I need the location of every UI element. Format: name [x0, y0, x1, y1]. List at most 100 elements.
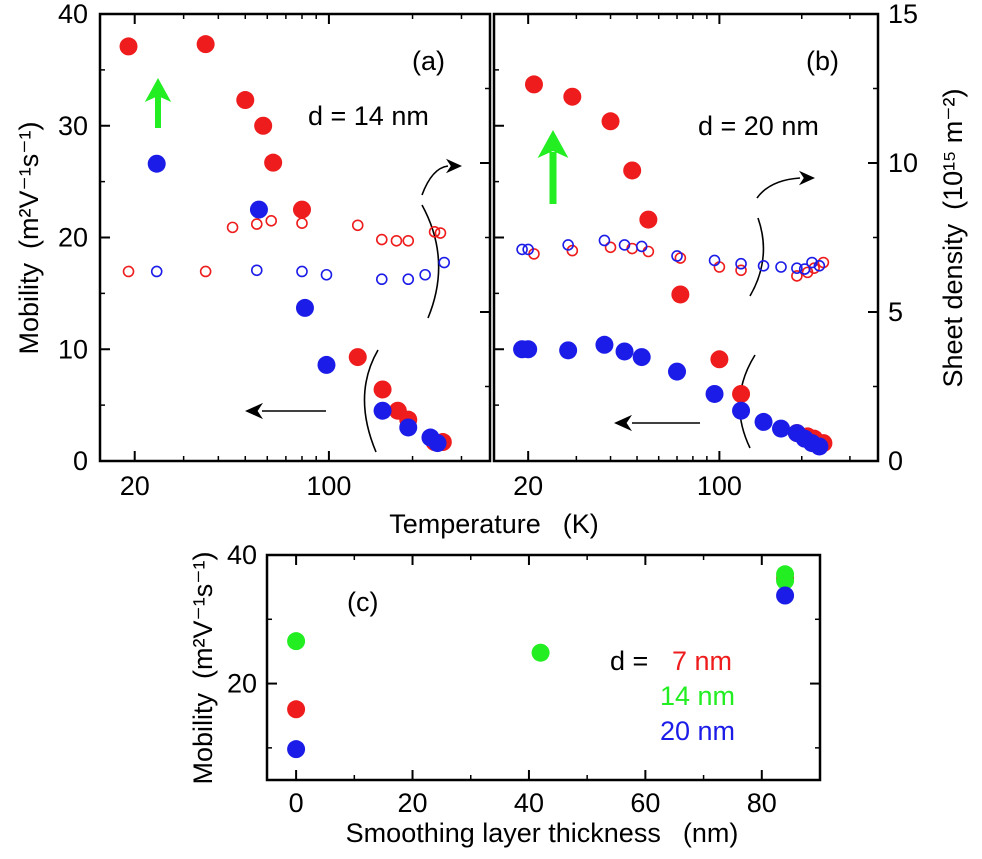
panel-b-sheet-density-blue-point	[813, 260, 826, 272]
panel-b-mobility-red-point	[623, 161, 642, 180]
panel-b-mobility-red-point	[563, 87, 582, 106]
panel-a-mobility-blue-point	[317, 355, 336, 374]
axes-layer: 20 100 20 100 0 10 20 30 40 0 5 10 15 0 20 40 60 80 20 40	[58, 0, 918, 818]
panel-a-sheet-density-blue-point	[419, 268, 431, 281]
panel-b-mobility-blue-point	[732, 401, 751, 420]
panel-b-left-arrow-head	[614, 414, 632, 432]
panel-a-annotation: d = 14 nm	[308, 101, 429, 131]
panel-b-sheet-density-blue-point	[798, 263, 811, 275]
panel-b-mobility-blue-point	[668, 362, 687, 381]
panel-b-mobility-blue-point	[559, 341, 578, 360]
panel-a-y-tick-label: 40	[58, 0, 88, 29]
panel-b-mobility-red-point	[601, 112, 620, 131]
panel-b-mobility-red-point	[671, 285, 690, 304]
panel-b-sheet-density-red-point	[642, 245, 655, 258]
panel-b-annotation: d = 20 nm	[698, 111, 819, 141]
panel-a-bracket-mobility	[363, 349, 379, 453]
panel-a-x-tick-label: 20	[120, 471, 150, 501]
panel-c-x-tick-label: 80	[747, 788, 777, 818]
panel-a-y-tick-label: 10	[58, 334, 88, 364]
panel-c-frame	[265, 553, 822, 782]
y-axis-title-mobility-c-text: Mobility	[188, 692, 218, 784]
panel-a-sheet-density-red-point	[390, 234, 403, 247]
panel-b-mobility-red-point	[639, 210, 658, 229]
panel-b-label: (b)	[806, 46, 839, 76]
panel-b-sheet-density-blue-point	[562, 239, 574, 251]
x-axis-title-temperature: Temperature (K)	[389, 509, 599, 539]
panel-a-y-tick-label: 20	[58, 223, 88, 253]
panel-b-green-arrow-head	[537, 130, 569, 158]
panel-b-sheet-density-red-point	[735, 264, 747, 277]
legend-entry-7nm: 7 nm	[672, 646, 732, 676]
panel-b-sheet-density-blue-point	[775, 261, 787, 273]
y-axis-title-mobility-units: (m²V⁻¹s⁻¹)	[14, 122, 44, 249]
panel-a-sheet-density-red-point	[402, 234, 415, 247]
panel-c-x-tick-label: 40	[514, 788, 544, 818]
y2-axis-title-units: (10¹⁵ m⁻²)	[938, 88, 968, 209]
y-axis-title-mobility-text: Mobility	[14, 262, 44, 354]
panel-a-sheet-density-red-point	[428, 226, 441, 238]
panel-b-mobility-blue-point	[705, 384, 724, 403]
panel-b-right-arrow-curve	[756, 177, 801, 199]
panel-a-mobility-red-point	[196, 35, 215, 54]
panel-b-sheet-density-blue-point	[618, 239, 631, 251]
panel-b-sheet-density-blue-point	[516, 243, 528, 256]
panel-b-sheet-density-blue-point	[522, 243, 534, 256]
panel-a-sheet-density-red-point	[296, 217, 308, 229]
panel-a-left-arrow-head	[245, 402, 263, 420]
panel-a-mobility-blue-point	[249, 200, 268, 219]
panel-a-green-arrow-head	[144, 78, 172, 102]
panel-a-mobility-blue-point	[399, 418, 418, 437]
panel-c-x-tick-label: 20	[398, 788, 428, 818]
panel-b-sheet-density-red-point	[604, 241, 617, 254]
panel-b-sheet-density-blue-point	[806, 256, 818, 269]
panel-a-sheet-density-red-point	[351, 219, 364, 232]
panel-c-14-nm-point	[776, 571, 795, 590]
y-axis-title-mobility-c-units: (m²V⁻¹s⁻¹)	[188, 552, 218, 679]
annotations-layer	[144, 78, 815, 453]
x-axis-title-temperature-units: (K)	[563, 509, 599, 539]
panel-c-label: (c)	[347, 587, 378, 617]
panel-b-mobility-blue-point	[632, 348, 651, 367]
panel-a-right-arrow-head	[446, 158, 462, 174]
panel-a-right-arrow-curve	[421, 165, 449, 196]
panel-a-x-tick-label: 100	[306, 471, 351, 501]
panel-b-mobility-blue-point	[754, 412, 773, 431]
y2-axis-title-text: Sheet density	[938, 223, 968, 387]
panel-b-mobility-red-point	[732, 384, 751, 403]
panel-b-y2-tick-label: 10	[888, 148, 918, 178]
y-axis-title-mobility-c: Mobility (m²V⁻¹s⁻¹)	[188, 552, 218, 785]
panel-b-sheet-density-red-point	[791, 270, 803, 282]
panel-c-7-nm-point	[287, 700, 306, 719]
panel-a-sheet-density-blue-point	[402, 273, 415, 286]
panel-a-bracket-sheet	[421, 204, 440, 319]
panel-a-sheet-density-blue-point	[250, 264, 263, 277]
x-axis-title-temperature-text: Temperature	[389, 509, 541, 539]
panel-b-sheet-density-blue-point	[598, 234, 611, 247]
panel-b-y2-tick-label: 0	[888, 446, 903, 476]
panel-b-sheet-density-blue-point	[757, 260, 770, 272]
panel-c-y-tick-label: 40	[227, 540, 257, 570]
panel-a-mobility-blue-point	[147, 154, 166, 173]
panel-b-bracket-sheet	[749, 217, 765, 297]
x-axis-title-smoothing: Smoothing layer thickness (nm)	[346, 818, 739, 848]
panel-a-mobility-red-point	[264, 153, 283, 172]
x-axis-title-smoothing-text: Smoothing layer thickness	[346, 818, 661, 848]
panel-a-sheet-density-red-point	[375, 233, 388, 246]
panel-b-mobility-red-point	[710, 350, 729, 369]
panel-b-mobility-red-point	[524, 75, 543, 94]
panel-b-mobility-blue-point	[519, 340, 538, 359]
panel-c-14-nm-point	[531, 643, 550, 662]
panel-a-mobility-red-point	[254, 116, 273, 135]
panel-b-x-tick-label: 100	[697, 471, 742, 501]
panel-b-sheet-density-blue-point	[635, 240, 648, 253]
panel-b-y2-tick-label: 15	[888, 0, 918, 29]
panel-a-mobility-red-point	[119, 37, 138, 56]
panel-a-sheet-density-blue-point	[150, 265, 163, 278]
y-axis-title-mobility: Mobility (m²V⁻¹s⁻¹)	[14, 122, 44, 355]
x-axis-title-smoothing-units: (nm)	[683, 818, 739, 848]
panel-c-14-nm-point	[287, 632, 306, 651]
panel-b-frame	[492, 12, 880, 463]
panel-b-mobility-blue-point	[772, 419, 791, 438]
panel-a-sheet-density-blue-point	[296, 265, 308, 278]
